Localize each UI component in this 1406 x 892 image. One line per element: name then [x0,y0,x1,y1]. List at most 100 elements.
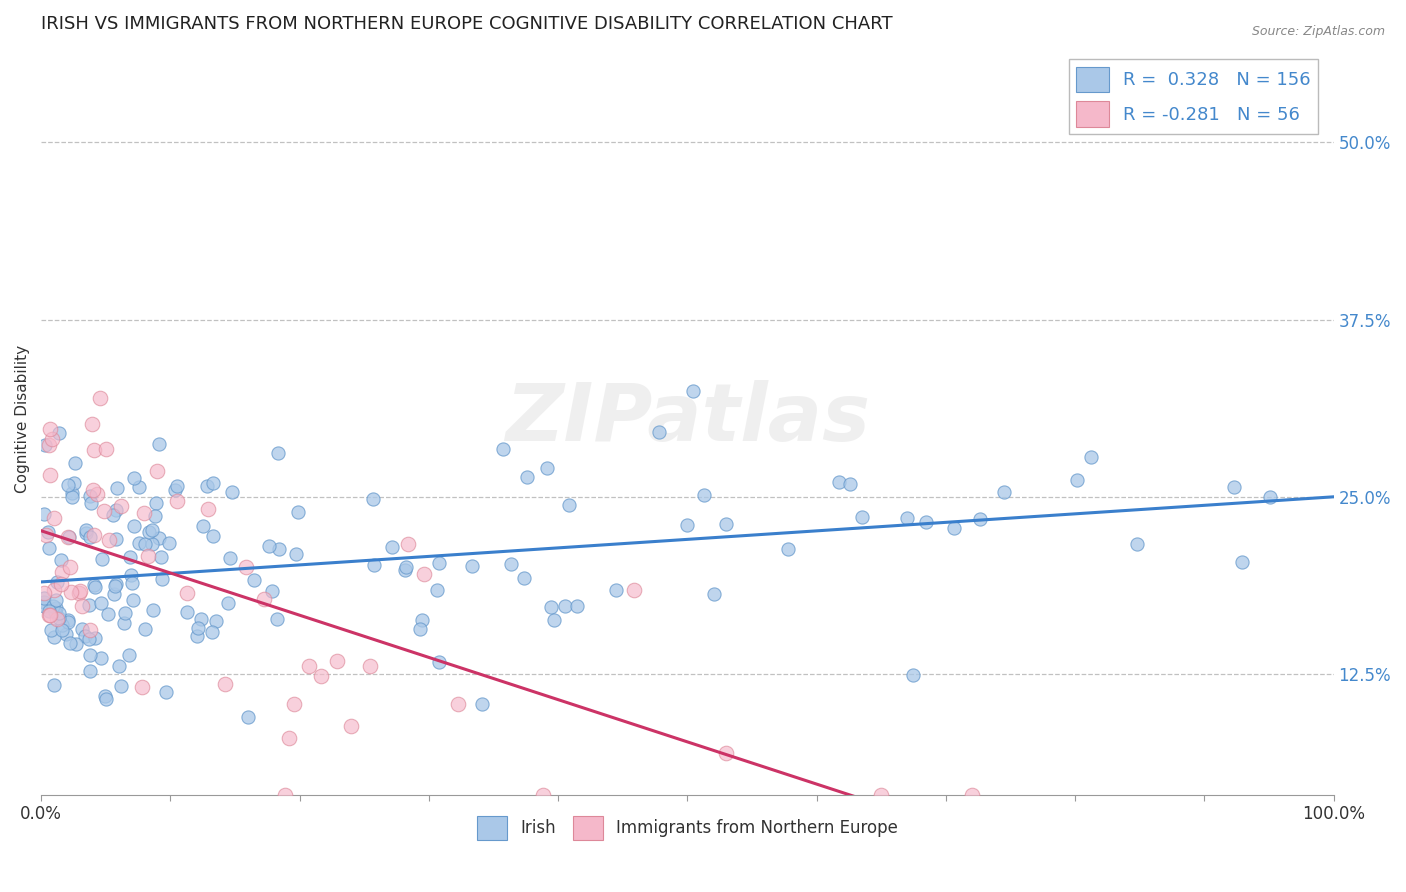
Point [236,710,259,724]
Point [413,566,436,581]
Point [145,464,167,478]
Point [128,536,150,550]
Point [543,613,565,627]
Point [77,599,100,613]
Point [309,669,332,683]
Point [120,550,142,565]
Point [97,607,120,621]
Point [870,788,893,802]
Point [326,654,349,668]
Point [58,530,80,544]
Point [90,651,112,665]
Point [89,391,111,405]
Point [70,599,93,614]
Point [38,607,60,622]
Point [134,622,156,636]
Point [103,587,125,601]
Point [408,622,430,636]
Point [166,493,188,508]
Point [56,613,79,627]
Point [75,523,97,537]
Point [176,606,198,620]
Point [32,591,55,606]
Point [75,526,97,541]
Point [120,568,142,582]
Point [79,623,101,637]
Point [554,599,576,614]
Point [90,596,112,610]
Point [1223,480,1246,494]
Point [94,442,117,456]
Point [960,788,983,802]
Point [80,496,103,510]
Point [277,731,299,745]
Point [235,559,257,574]
Point [205,615,228,629]
Point [105,532,128,546]
Point [63,456,86,470]
Point [38,468,60,483]
Point [1232,555,1254,569]
Point [186,629,208,643]
Legend: Irish, Immigrants from Northern Europe: Irish, Immigrants from Northern Europe [470,810,904,847]
Point [150,549,173,564]
Point [623,583,645,598]
Point [134,537,156,551]
Point [1080,450,1102,465]
Point [693,488,716,502]
Point [105,481,128,495]
Point [969,512,991,526]
Point [38,608,60,623]
Point [73,629,96,643]
Point [218,551,240,566]
Point [79,530,101,544]
Point [79,648,101,663]
Point [540,599,562,614]
Point [461,558,484,573]
Point [201,624,224,639]
Point [38,438,60,452]
Point [274,788,297,802]
Point [104,577,127,591]
Point [55,627,77,641]
Point [32,586,55,600]
Point [851,510,873,524]
Point [45,601,67,615]
Point [69,583,91,598]
Point [197,502,219,516]
Point [298,659,321,673]
Point [51,576,73,591]
Point [253,592,276,607]
Point [145,509,167,524]
Point [44,605,66,619]
Point [51,623,73,637]
Point [266,612,288,626]
Point [166,479,188,493]
Point [83,443,105,458]
Point [190,612,212,626]
Point [59,636,82,650]
Point [56,478,79,492]
Point [531,788,554,802]
Point [214,677,236,691]
Point [110,679,132,693]
Point [32,599,55,614]
Point [83,578,105,592]
Point [914,515,936,529]
Point [34,437,56,451]
Point [60,585,83,599]
Point [94,691,117,706]
Point [44,630,66,644]
Point [37,524,59,539]
Point [105,503,128,517]
Point [896,511,918,525]
Point [287,504,309,518]
Point [51,618,73,632]
Point [243,573,266,587]
Point [56,615,79,629]
Point [79,665,101,679]
Point [39,623,62,637]
Point [221,484,243,499]
Point [141,537,163,551]
Point [101,508,124,523]
